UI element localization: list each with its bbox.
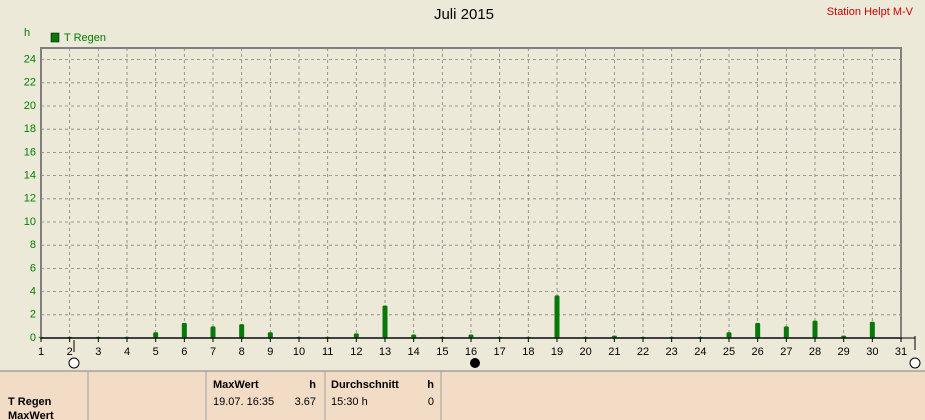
- x-tick-label: 6: [181, 346, 187, 358]
- x-tick-label: 25: [723, 346, 735, 358]
- bar: [841, 335, 847, 338]
- y-tick-label: 10: [24, 216, 36, 228]
- y-tick-label: 6: [30, 262, 36, 274]
- x-tick-label: 28: [809, 346, 821, 358]
- x-tick-label: 20: [580, 346, 592, 358]
- x-tick-label: 14: [408, 346, 420, 358]
- bar: [239, 324, 245, 338]
- avg-unit: h: [427, 379, 434, 391]
- slider-handle[interactable]: [909, 357, 921, 369]
- bar: [353, 333, 359, 338]
- x-tick-label: 26: [752, 346, 764, 358]
- max-header: MaxWert: [213, 379, 259, 391]
- stats-panel: [0, 371, 925, 420]
- bar: [267, 332, 273, 338]
- x-tick-label: 24: [694, 346, 706, 358]
- bar: [869, 321, 875, 338]
- x-tick-label: 9: [267, 346, 273, 358]
- x-tick-label: 18: [522, 346, 534, 358]
- x-tick-label: 23: [666, 346, 678, 358]
- bar: [382, 305, 388, 338]
- x-tick-label: 30: [866, 346, 878, 358]
- panel-series: T Regen: [8, 396, 52, 408]
- max-time: 19.07. 16:35: [213, 396, 274, 408]
- x-tick-label: 31: [895, 346, 907, 358]
- bar: [181, 322, 187, 338]
- x-tick-label: 10: [293, 346, 305, 358]
- x-tick-label: 3: [95, 346, 101, 358]
- y-tick-label: 2: [30, 309, 36, 321]
- x-tick-label: 13: [379, 346, 391, 358]
- bar: [468, 334, 474, 338]
- y-axis-label: h: [24, 27, 30, 39]
- x-tick-label: 21: [608, 346, 620, 358]
- x-tick-label: 16: [465, 346, 477, 358]
- avg-header: Durchschnitt: [331, 379, 399, 391]
- bar: [210, 326, 216, 338]
- x-tick-label: 27: [780, 346, 792, 358]
- y-tick-label: 0: [30, 332, 36, 344]
- x-tick-label: 19: [551, 346, 563, 358]
- bar: [726, 332, 732, 338]
- x-tick-label: 7: [210, 346, 216, 358]
- panel-row-label: MaxWert: [8, 410, 54, 420]
- y-tick-label: 12: [24, 193, 36, 205]
- y-tick-label: 18: [24, 123, 36, 135]
- bar: [554, 295, 560, 338]
- avg-time: 15:30 h: [331, 396, 368, 408]
- x-tick-label: 1: [38, 346, 44, 358]
- slider-handle[interactable]: [470, 358, 480, 368]
- bar: [611, 335, 617, 338]
- x-tick-label: 29: [838, 346, 850, 358]
- x-tick-label: 8: [239, 346, 245, 358]
- y-tick-label: 24: [24, 54, 36, 66]
- x-tick-label: 12: [350, 346, 362, 358]
- slider-handle[interactable]: [68, 357, 80, 369]
- y-tick-label: 20: [24, 100, 36, 112]
- max-unit: h: [309, 379, 316, 391]
- y-tick-label: 14: [24, 170, 36, 182]
- bar: [411, 334, 417, 338]
- legend-swatch: [50, 32, 60, 43]
- avg-value: 0: [428, 396, 434, 408]
- bar: [783, 326, 789, 338]
- y-tick-label: 22: [24, 77, 36, 89]
- station-label: Station Helpt M-V: [827, 6, 914, 18]
- x-tick-label: 5: [153, 346, 159, 358]
- x-tick-label: 11: [322, 346, 333, 358]
- bar: [153, 332, 159, 338]
- y-tick-label: 4: [30, 286, 36, 298]
- x-tick-label: 17: [494, 346, 506, 358]
- bar: [755, 322, 761, 338]
- legend-label: T Regen: [64, 32, 106, 44]
- x-tick-label: 4: [124, 346, 130, 358]
- x-tick-label: 22: [637, 346, 649, 358]
- max-value: 3.67: [295, 396, 316, 408]
- y-tick-label: 8: [30, 239, 36, 251]
- chart-title: Juli 2015: [434, 6, 494, 23]
- bar: [812, 320, 818, 338]
- x-tick-label: 2: [67, 346, 73, 358]
- y-tick-label: 16: [24, 146, 36, 158]
- x-tick-label: 15: [436, 346, 448, 358]
